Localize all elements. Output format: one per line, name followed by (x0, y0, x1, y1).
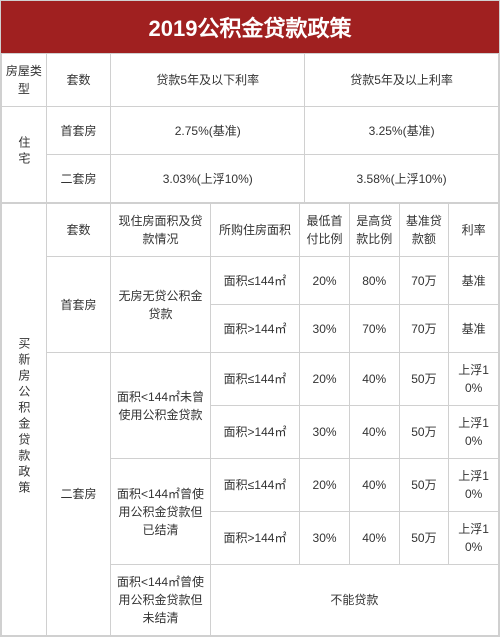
header-rate-gt5: 贷款5年及以上利率 (305, 54, 499, 107)
base-cell: 70万 (399, 257, 449, 305)
situation-cell: 无房无贷公积金贷款 (111, 257, 210, 353)
rate-table: 房屋类型 套数 贷款5年及以下利率 贷款5年及以上利率 住宅 首套房 2.75%… (1, 53, 499, 203)
header-house-type: 房屋类型 (2, 54, 47, 107)
base-cell: 70万 (399, 305, 449, 353)
denied-cell: 不能贷款 (210, 565, 498, 636)
area-cell: 面积≤144㎡ (210, 459, 299, 512)
table-row: 二套房 3.03%(上浮10%) 3.58%(上浮10%) (2, 155, 499, 203)
header-rate: 利率 (449, 204, 499, 257)
unit-label: 首套房 (46, 107, 111, 155)
loan-ratio-cell: 40% (349, 406, 399, 459)
base-cell: 50万 (399, 353, 449, 406)
loan-ratio-cell: 80% (349, 257, 399, 305)
policy-detail-table: 买新房公积金贷款政策 套数 现住房面积及贷款情况 所购住房面积 最低首付比例 是… (1, 203, 499, 636)
situation-cell: 面积<144㎡曾使用公积金贷款但未结清 (111, 565, 210, 636)
header-unit-count: 套数 (46, 204, 111, 257)
down-cell: 20% (300, 459, 350, 512)
base-cell: 50万 (399, 512, 449, 565)
area-cell: 面积>144㎡ (210, 512, 299, 565)
rate-value: 2.75%(基准) (111, 107, 305, 155)
loan-ratio-cell: 40% (349, 512, 399, 565)
loan-ratio-cell: 40% (349, 459, 399, 512)
area-cell: 面积≤144㎡ (210, 257, 299, 305)
rate-cell: 基准 (449, 257, 499, 305)
unit-label: 首套房 (46, 257, 111, 353)
policy-table-container: 2019公积金贷款政策 房屋类型 套数 贷款5年及以下利率 贷款5年及以上利率 … (0, 0, 500, 637)
rate-value: 3.25%(基准) (305, 107, 499, 155)
header-situation: 现住房面积及贷款情况 (111, 204, 210, 257)
down-cell: 20% (300, 257, 350, 305)
loan-ratio-cell: 70% (349, 305, 399, 353)
rate-cell: 上浮10% (449, 406, 499, 459)
area-cell: 面积>144㎡ (210, 406, 299, 459)
rate-cell: 上浮10% (449, 353, 499, 406)
down-cell: 20% (300, 353, 350, 406)
header-area: 所购住房面积 (210, 204, 299, 257)
loan-ratio-cell: 40% (349, 353, 399, 406)
area-cell: 面积>144㎡ (210, 305, 299, 353)
rate-cell: 上浮10% (449, 512, 499, 565)
policy-category-cell: 买新房公积金贷款政策 (2, 204, 47, 636)
header-down: 最低首付比例 (300, 204, 350, 257)
base-cell: 50万 (399, 459, 449, 512)
rate-value: 3.03%(上浮10%) (111, 155, 305, 203)
base-cell: 50万 (399, 406, 449, 459)
header-base-amount: 基准贷款额 (399, 204, 449, 257)
header-unit-count: 套数 (46, 54, 111, 107)
table-row: 住宅 首套房 2.75%(基准) 3.25%(基准) (2, 107, 499, 155)
rate-cell: 基准 (449, 305, 499, 353)
unit-label: 二套房 (46, 353, 111, 636)
situation-cell: 面积<144㎡曾使用公积金贷款但已结清 (111, 459, 210, 565)
table-row: 二套房 面积<144㎡未曾使用公积金贷款 面积≤144㎡ 20% 40% 50万… (2, 353, 499, 406)
situation-cell: 面积<144㎡未曾使用公积金贷款 (111, 353, 210, 459)
table-header-row: 房屋类型 套数 贷款5年及以下利率 贷款5年及以上利率 (2, 54, 499, 107)
unit-label: 二套房 (46, 155, 111, 203)
table-header-row: 买新房公积金贷款政策 套数 现住房面积及贷款情况 所购住房面积 最低首付比例 是… (2, 204, 499, 257)
header-loan-ratio: 是高贷款比例 (349, 204, 399, 257)
header-rate-le5: 贷款5年及以下利率 (111, 54, 305, 107)
down-cell: 30% (300, 406, 350, 459)
down-cell: 30% (300, 305, 350, 353)
house-type-cell: 住宅 (2, 107, 47, 203)
page-title: 2019公积金贷款政策 (1, 1, 499, 53)
area-cell: 面积≤144㎡ (210, 353, 299, 406)
rate-value: 3.58%(上浮10%) (305, 155, 499, 203)
down-cell: 30% (300, 512, 350, 565)
rate-cell: 上浮10% (449, 459, 499, 512)
table-row: 首套房 无房无贷公积金贷款 面积≤144㎡ 20% 80% 70万 基准 (2, 257, 499, 305)
